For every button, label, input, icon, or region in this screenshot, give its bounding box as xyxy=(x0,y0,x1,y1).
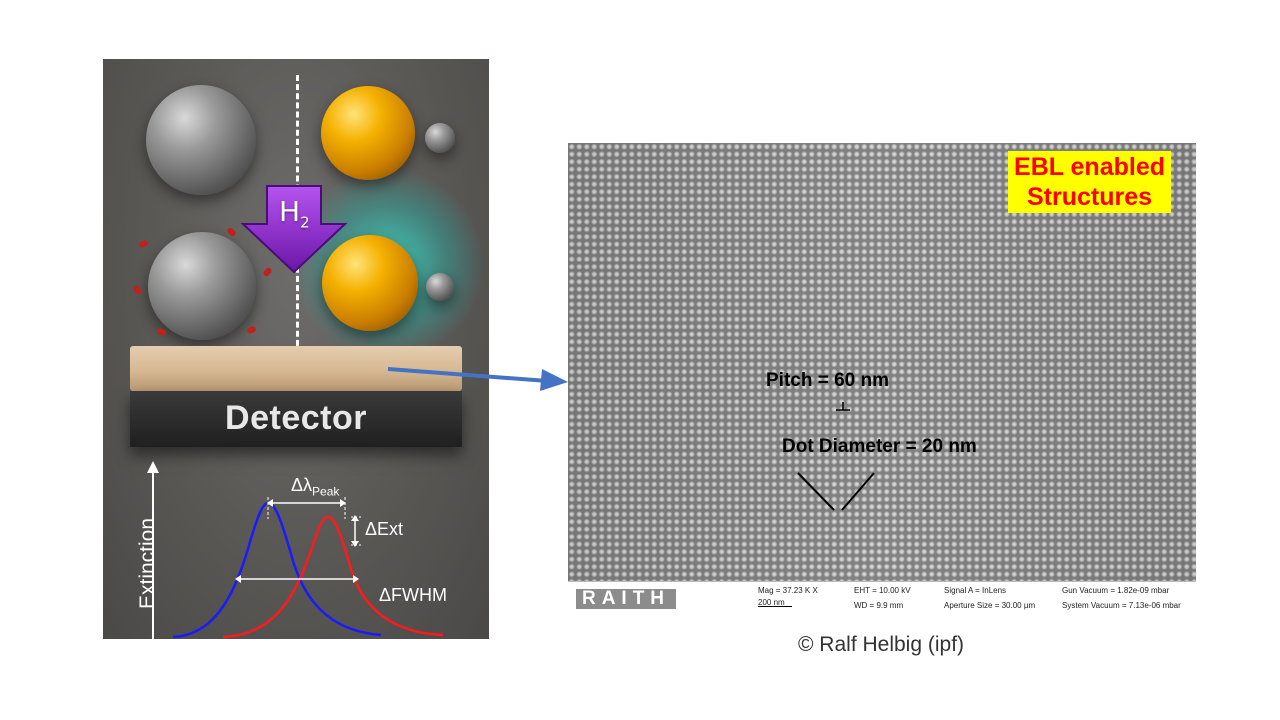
hydrogen-molecule xyxy=(132,284,143,296)
eht-value: EHT = 10.00 kV xyxy=(854,586,911,595)
hydrogen-molecule xyxy=(138,239,149,249)
delta-ext-label: ΔExt xyxy=(365,519,404,539)
badge-line-1: EBL enabled xyxy=(1014,153,1165,181)
sem-image: EBL enabled Structures Pitch = 60 nm Dot… xyxy=(568,143,1196,581)
annotation-lines xyxy=(797,402,875,511)
raith-logo: RAITH xyxy=(576,589,676,609)
aperture-value: Aperture Size = 30.00 µm xyxy=(944,601,1036,610)
delta-fwhm-label: ΔFWHM xyxy=(379,585,448,605)
gun-vacuum-value: Gun Vacuum = 1.82e-09 mbar xyxy=(1062,586,1170,595)
y-axis-arrowhead xyxy=(147,461,159,473)
hydrogen-molecule xyxy=(226,226,237,238)
signal-value: Signal A = InLens xyxy=(944,586,1007,595)
hydrogen-molecule xyxy=(246,325,257,335)
sem-info-bar: RAITH Mag = 37.23 K X 200 nm EHT = 10.00… xyxy=(568,581,1196,615)
pointer-right xyxy=(841,472,875,511)
h2-label: H2 xyxy=(279,195,310,232)
system-vacuum-value: System Vacuum = 7.13e-06 mbar xyxy=(1062,601,1181,610)
curve-before xyxy=(172,501,382,639)
detector-block: Detector xyxy=(130,391,462,447)
connector-arrow xyxy=(387,367,568,391)
scale-bar xyxy=(758,606,792,607)
pitch-label: Pitch = 60 nm xyxy=(766,370,890,391)
silver-particle-top xyxy=(146,85,256,195)
curve-after xyxy=(222,515,444,639)
y-axis-label: Extinction xyxy=(136,517,159,609)
detector-label: Detector xyxy=(225,399,367,437)
small-particle-top xyxy=(425,123,455,153)
silver-particle-bottom xyxy=(148,232,256,340)
hydrogen-molecule xyxy=(156,327,167,337)
wd-value: WD = 9.9 mm xyxy=(854,601,904,610)
gold-particle-bottom xyxy=(322,235,418,331)
sensor-illustration: H2 Detector Extinction ΔλPeak ΔExt ΔFWHM xyxy=(103,59,489,639)
extinction-plot xyxy=(147,461,444,639)
delta-lambda-label: ΔλPeak xyxy=(291,475,340,499)
h2-arrow-icon xyxy=(240,185,348,274)
gold-particle-top xyxy=(321,86,415,180)
image-credit: © Ralf Helbig (ipf) xyxy=(798,633,965,656)
pointer-left xyxy=(797,472,835,511)
ebl-badge: EBL enabled Structures xyxy=(1008,151,1171,213)
mag-value: Mag = 37.23 K X xyxy=(758,586,818,595)
small-particle-bottom xyxy=(426,273,454,301)
dot-diameter-label: Dot Diameter = 20 nm xyxy=(782,436,977,457)
badge-line-2: Structures xyxy=(1026,183,1153,211)
scale-value: 200 nm xyxy=(758,598,785,607)
